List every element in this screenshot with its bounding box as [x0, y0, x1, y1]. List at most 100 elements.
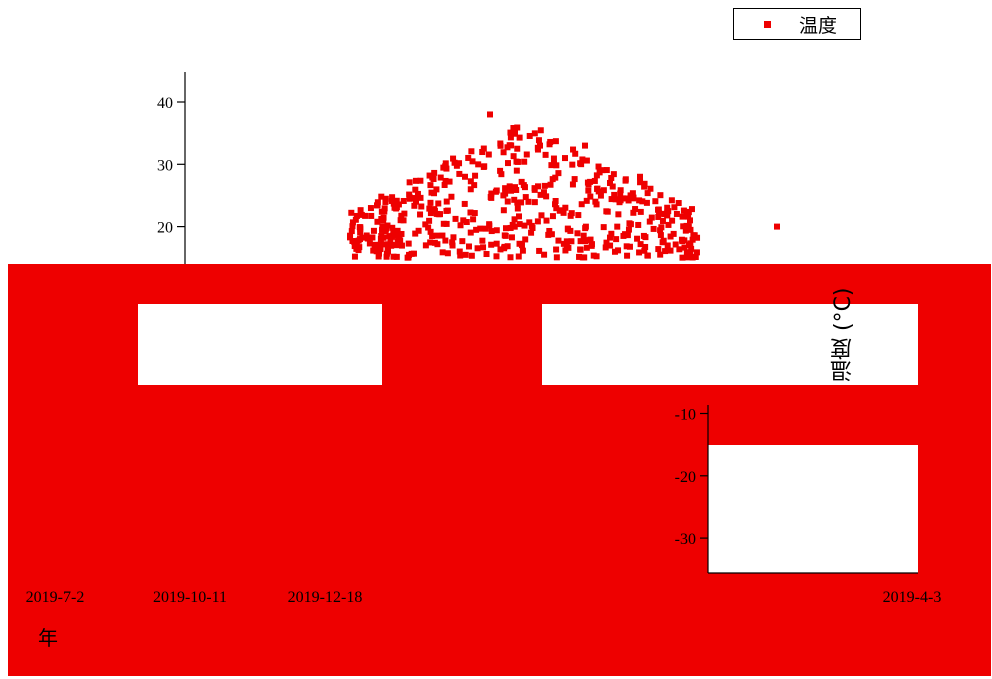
data-point: [504, 160, 511, 167]
data-point: [467, 229, 474, 236]
data-point: [356, 224, 363, 231]
data-point: [373, 248, 380, 255]
overlay-block-bottom: [8, 573, 991, 676]
y-tick-label: -30: [675, 531, 696, 548]
data-point: [417, 211, 424, 218]
data-point: [537, 191, 544, 198]
data-point: [431, 169, 438, 176]
data-point: [693, 249, 700, 256]
data-point: [547, 181, 554, 188]
data-point: [456, 160, 463, 167]
y-axis-ticks: -30 -20 -10 20 30 40: [157, 95, 708, 548]
data-point: [469, 158, 476, 165]
data-point: [531, 186, 538, 193]
data-point: [479, 149, 486, 156]
data-point: [448, 193, 455, 200]
data-point: [378, 208, 385, 215]
data-point: [672, 241, 679, 248]
data-point: [606, 234, 613, 241]
data-point: [538, 212, 545, 219]
data-point: [599, 167, 606, 174]
data-point: [665, 208, 672, 215]
data-point: [442, 177, 449, 184]
data-point: [463, 219, 470, 226]
data-point: [497, 140, 504, 147]
data-point: [434, 241, 441, 248]
data-point: [528, 229, 535, 236]
data-point: [427, 210, 434, 217]
data-point: [685, 209, 692, 216]
data-point: [506, 183, 513, 190]
data-point: [550, 155, 557, 162]
data-point: [383, 253, 390, 260]
data-point: [470, 216, 477, 223]
data-point: [467, 186, 474, 193]
data-point: [426, 205, 433, 212]
data-point: [374, 199, 381, 206]
data-point: [413, 198, 419, 205]
data-point: [431, 206, 438, 213]
data-point: [662, 248, 669, 255]
data-point: [657, 251, 664, 258]
data-point: [521, 222, 528, 229]
data-point: [521, 158, 528, 165]
data-point: [443, 207, 450, 214]
data-point: [405, 240, 412, 247]
data-point: [647, 185, 654, 192]
data-point: [655, 246, 662, 253]
data-point: [385, 241, 392, 248]
data-point: [641, 183, 648, 190]
data-point: [429, 174, 436, 181]
data-point: [450, 234, 457, 241]
data-point: [415, 227, 422, 234]
data-point: [351, 253, 358, 260]
y-tick-label: 40: [157, 95, 173, 112]
data-point: [562, 204, 569, 211]
data-point: [679, 213, 686, 220]
data-point: [508, 187, 515, 194]
data-point: [488, 241, 495, 248]
data-point: [444, 250, 451, 257]
data-point: [536, 247, 543, 254]
data-point: [465, 243, 472, 250]
data-point: [549, 213, 556, 220]
data-point: [427, 182, 434, 189]
data-point: [516, 213, 523, 220]
data-point: [610, 171, 617, 178]
data-point: [615, 196, 622, 203]
data-point: [410, 250, 417, 257]
data-point: [449, 239, 456, 246]
y-tick-label: 20: [157, 220, 173, 237]
data-point: [531, 130, 538, 137]
data-point: [382, 195, 389, 202]
data-point: [405, 254, 412, 261]
overlay-band-top: [8, 264, 918, 304]
x-tick-label: 2019-4-3: [883, 589, 942, 606]
data-point: [502, 225, 509, 232]
y-tick-label: -10: [675, 407, 696, 424]
data-point: [380, 241, 387, 248]
data-point: [526, 132, 533, 139]
data-point: [371, 241, 378, 248]
data-point: [500, 192, 507, 199]
data-point: [446, 178, 453, 185]
data-point: [507, 254, 514, 261]
data-point: [613, 236, 620, 243]
data-point: [688, 206, 695, 213]
data-point: [500, 207, 507, 214]
data-point: [412, 186, 419, 193]
data-point: [553, 254, 560, 261]
data-point: [390, 228, 397, 235]
data-point: [671, 204, 678, 211]
data-point: [691, 232, 698, 239]
data-point: [439, 249, 446, 256]
data-point: [553, 205, 560, 212]
data-point: [501, 232, 508, 239]
data-point: [644, 252, 651, 259]
data-point: [493, 253, 500, 260]
data-point: [553, 162, 560, 169]
data-point: [411, 195, 418, 202]
data-point: [504, 243, 511, 250]
data-point: [583, 244, 590, 251]
